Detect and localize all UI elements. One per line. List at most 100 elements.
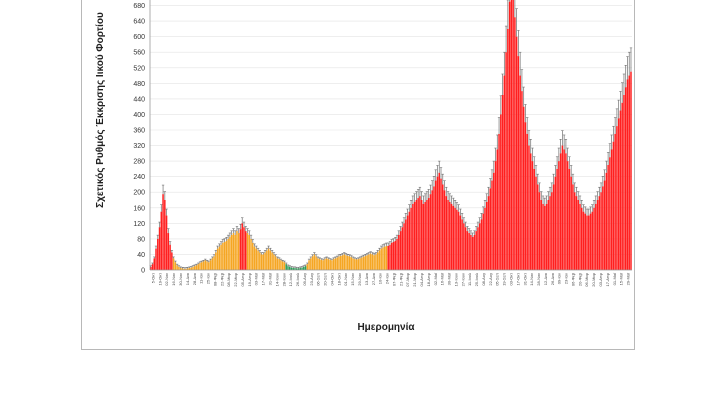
bar [489, 188, 492, 270]
bar [218, 246, 221, 270]
bar [313, 254, 316, 270]
bar [406, 215, 409, 270]
bar [252, 242, 254, 270]
bar [329, 259, 331, 270]
bar [364, 256, 367, 270]
bar [243, 227, 245, 270]
bar [410, 207, 412, 270]
x-tick-label: 15-Νοε [350, 273, 355, 286]
x-tick-label: 13-Ιουν [453, 273, 458, 286]
x-tick-label: 14-Ιουν [274, 273, 279, 286]
bar [412, 203, 414, 270]
y-tick-labels: 0 40 80 120 160 200 240 280 320 360 400 440 480 520 56… [133, 3, 145, 274]
bar [514, 17, 516, 270]
bar [616, 126, 618, 270]
bar [186, 268, 189, 270]
bar [220, 244, 222, 270]
bar [508, 1, 511, 271]
bar [577, 200, 579, 270]
bar [304, 266, 307, 270]
bar [339, 256, 342, 270]
bar [183, 268, 185, 270]
bar [434, 180, 437, 270]
bar [584, 213, 586, 270]
x-tick-label: 13-Δεκ [364, 273, 369, 285]
x-tick-label: 11-Ιουλ [467, 273, 472, 286]
bar [371, 254, 374, 270]
bar [452, 205, 455, 270]
y-tick-label: 360 [133, 128, 145, 135]
x-tick-label: 26-Ιουλ [295, 273, 300, 286]
bar [359, 258, 361, 270]
bar [202, 261, 205, 270]
bar [429, 194, 432, 270]
y-tick-label: 320 [133, 143, 145, 150]
x-tick-label: 21-Μαρ [412, 272, 417, 286]
bar [533, 168, 535, 270]
bar [190, 267, 192, 270]
bar [605, 172, 608, 270]
bar [308, 260, 310, 270]
bar [192, 266, 194, 270]
bar [603, 180, 606, 270]
bar [322, 260, 324, 270]
bar [368, 254, 370, 270]
bar [336, 257, 338, 270]
bar [505, 52, 507, 270]
bar [501, 95, 504, 270]
x-axis-title: Ημερομηνία [357, 322, 415, 333]
bar [185, 268, 187, 270]
bar [352, 258, 354, 270]
bar [440, 178, 442, 270]
bar [160, 211, 163, 270]
x-tick-label: 19-Απρ [247, 272, 252, 286]
bar [303, 266, 305, 270]
bar [549, 196, 551, 270]
bar [586, 215, 588, 270]
bar [475, 231, 477, 270]
bar [417, 198, 419, 270]
x-tick-label: 20-Σεπ [323, 273, 328, 286]
x-tick-label: 08-Αυγ [481, 273, 486, 286]
bar [482, 213, 484, 270]
bar [457, 211, 460, 270]
bar [250, 238, 252, 270]
bar [201, 262, 203, 270]
bar [491, 180, 493, 270]
bar [545, 203, 548, 270]
bar [607, 165, 609, 270]
bar [172, 258, 175, 270]
bar [297, 268, 300, 270]
bar [373, 255, 375, 270]
bar [507, 28, 509, 271]
bar [572, 184, 574, 270]
bar [276, 258, 279, 270]
bar [244, 231, 247, 270]
bar [169, 244, 171, 270]
bar [332, 259, 335, 270]
bar [290, 267, 293, 270]
x-tick-label: 14-Νοε [529, 273, 534, 286]
bar [223, 242, 226, 270]
bar [394, 240, 397, 270]
bar [345, 255, 347, 270]
bar [382, 247, 384, 270]
bar [262, 254, 265, 270]
bar [591, 211, 594, 270]
bar [317, 258, 319, 270]
bar [188, 268, 191, 270]
bar [176, 265, 178, 270]
bar [267, 248, 270, 270]
bar [630, 71, 632, 271]
bar [420, 200, 423, 270]
bar [471, 236, 474, 270]
bar [165, 215, 168, 270]
bar [338, 256, 340, 270]
bar [162, 194, 164, 270]
bar [171, 252, 173, 270]
bar [274, 256, 277, 270]
bar [280, 260, 282, 270]
bar [232, 233, 235, 270]
y-tick-label: 200 [133, 190, 145, 197]
y-tick-label: 0 [141, 268, 145, 275]
